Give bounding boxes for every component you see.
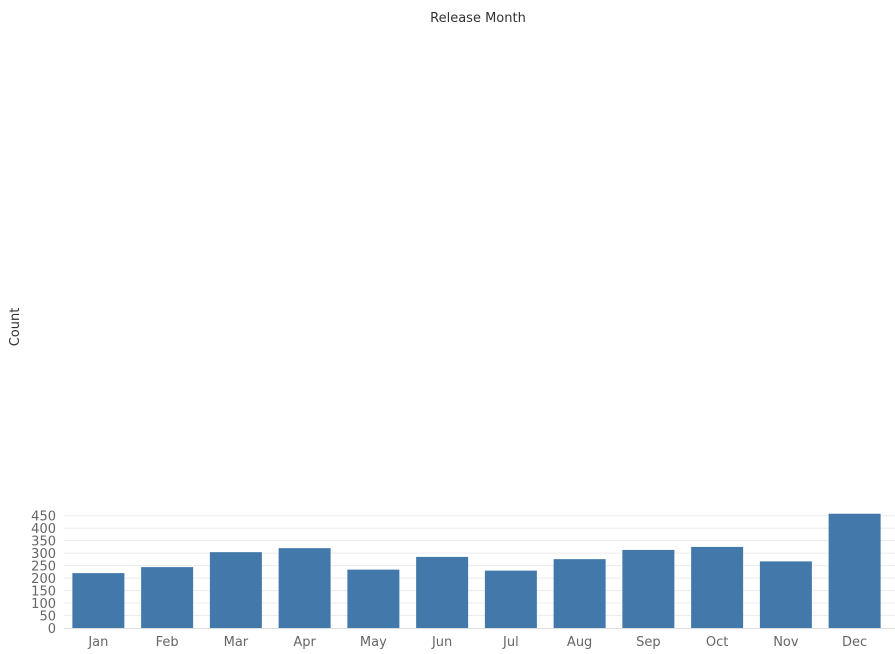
- bar-mar[interactable]: [209, 552, 262, 628]
- bar-oct[interactable]: [691, 546, 744, 628]
- y-tick-label: 400: [31, 522, 56, 537]
- bar-nov[interactable]: [759, 561, 812, 628]
- y-tick-label: 300: [31, 547, 56, 562]
- bar-dec[interactable]: [828, 513, 881, 628]
- bar-aug[interactable]: [553, 559, 606, 628]
- y-tick-label: 50: [39, 610, 56, 625]
- x-tick-label: Mar: [224, 635, 249, 650]
- bar-jan[interactable]: [72, 573, 125, 628]
- y-tick-label: 100: [31, 597, 56, 612]
- y-tick-label: 450: [31, 510, 56, 525]
- y-tick-label: 200: [31, 572, 56, 587]
- bar-jul[interactable]: [484, 570, 537, 628]
- x-tick-label: Apr: [293, 635, 316, 650]
- y-tick-label: 0: [48, 622, 56, 637]
- x-tick-label: Dec: [842, 635, 867, 650]
- bar-apr[interactable]: [278, 548, 331, 628]
- grid-layer: [64, 515, 895, 617]
- y-tick-label: 350: [31, 535, 56, 550]
- x-tick-label: Jun: [431, 635, 452, 650]
- x-tick-label: Jul: [502, 635, 519, 650]
- x-tick-label: Sep: [636, 635, 661, 650]
- bar-feb[interactable]: [141, 567, 194, 628]
- x-tick-label: Feb: [156, 635, 179, 650]
- bar-layer: [72, 513, 881, 628]
- chart-title: Release Month: [430, 11, 526, 26]
- y-axis-title: Count: [8, 308, 23, 347]
- bar-jun[interactable]: [416, 556, 469, 628]
- x-tick-label: Jan: [87, 635, 108, 650]
- bar-may[interactable]: [347, 569, 400, 628]
- y-tick-label: 250: [31, 560, 56, 575]
- x-tick-label: Oct: [706, 635, 728, 650]
- x-tick-label: May: [360, 635, 387, 650]
- x-tick-label: Aug: [567, 635, 592, 650]
- y-tick-label: 150: [31, 585, 56, 600]
- x-tick-label: Nov: [773, 635, 799, 650]
- bar-sep[interactable]: [622, 549, 675, 628]
